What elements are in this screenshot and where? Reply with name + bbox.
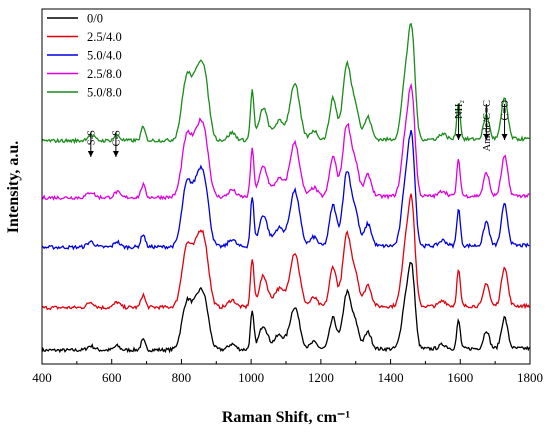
series-line-0 <box>41 261 530 354</box>
plot-lines <box>41 22 530 354</box>
x-axis-title: Raman Shift, cm⁻¹ <box>222 409 351 426</box>
x-tick-label-1: 600 <box>102 370 122 385</box>
x-tick-label-3: 1000 <box>238 370 264 385</box>
legend-label-2: 5.0/4.0 <box>87 49 122 63</box>
annotation-arrowhead-1 <box>112 151 119 157</box>
annotations: S-S C-S NH₂ Amide/C=C C=O <box>86 100 511 157</box>
annotation-arrowhead-0 <box>87 151 94 157</box>
annotation-arrowhead-3 <box>483 134 490 140</box>
annotation-label-4: C=O <box>500 100 511 121</box>
legend-label-3: 2.5/8.0 <box>87 67 122 81</box>
series-line-3 <box>41 82 530 201</box>
annotation-label-1: C-S <box>111 130 122 147</box>
x-tick-label-2: 800 <box>172 370 192 385</box>
series-line-2 <box>41 129 530 251</box>
x-tick-label-5: 1400 <box>378 370 404 385</box>
annotation-arrowhead-2 <box>455 134 462 140</box>
x-ticks: 400 600 800 1000 1200 1400 1600 1800 <box>32 359 543 385</box>
series-line-1 <box>41 193 530 311</box>
x-tick-label-4: 1200 <box>308 370 334 385</box>
x-tick-label-0: 400 <box>32 370 52 385</box>
annotation-label-2: NH₂ <box>454 100 465 119</box>
legend-label-0: 0/0 <box>87 12 103 26</box>
legend-label-4: 5.0/8.0 <box>87 86 122 100</box>
annotation-arrowhead-4 <box>501 134 508 140</box>
annotation-label-0: S-S <box>86 130 97 145</box>
x-tick-label-7: 1800 <box>517 370 543 385</box>
legend-label-1: 2.5/4.0 <box>87 30 122 44</box>
legend: 0/0 2.5/4.0 5.0/4.0 2.5/8.0 5.0/8.0 <box>47 12 122 100</box>
x-tick-label-6: 1600 <box>447 370 473 385</box>
series-line-4 <box>41 22 530 145</box>
y-axis-title: Intensity, a.u. <box>5 141 22 233</box>
annotation-label-3: Amide/C=C <box>482 100 493 151</box>
